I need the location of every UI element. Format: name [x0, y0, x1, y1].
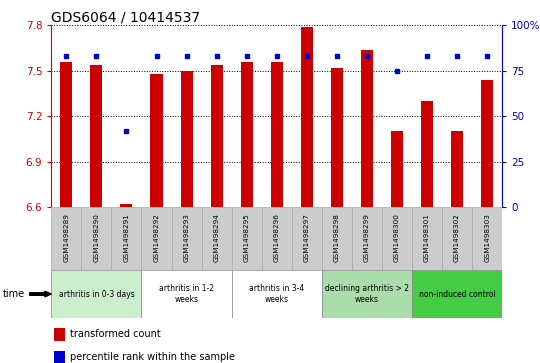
Bar [442, 207, 472, 270]
Text: GSM1498290: GSM1498290 [93, 213, 99, 262]
Bar [90, 65, 103, 207]
Bar [271, 62, 283, 207]
Bar [412, 270, 502, 318]
Bar [241, 62, 253, 207]
Text: GSM1498298: GSM1498298 [334, 213, 340, 262]
Bar [322, 270, 412, 318]
Text: transformed count: transformed count [70, 330, 161, 339]
Text: non-induced control: non-induced control [418, 290, 496, 298]
Text: GSM1498299: GSM1498299 [364, 213, 370, 262]
Bar [301, 27, 313, 207]
Text: GSM1498302: GSM1498302 [454, 213, 460, 262]
Bar [232, 207, 262, 270]
Text: arthritis in 3-4
weeks: arthritis in 3-4 weeks [249, 284, 305, 304]
Bar [322, 207, 352, 270]
Text: GSM1498300: GSM1498300 [394, 213, 400, 262]
Bar [51, 207, 82, 270]
Bar [141, 207, 172, 270]
Bar [141, 270, 232, 318]
Bar [120, 204, 132, 207]
Text: GSM1498296: GSM1498296 [274, 213, 280, 262]
Bar [180, 71, 193, 207]
Bar [60, 62, 72, 207]
Bar [472, 207, 502, 270]
Bar [201, 207, 232, 270]
Bar [51, 270, 141, 318]
Bar [82, 207, 111, 270]
Bar [331, 68, 343, 207]
Text: percentile rank within the sample: percentile rank within the sample [70, 352, 235, 362]
Text: GSM1498303: GSM1498303 [484, 213, 490, 262]
Bar [54, 328, 65, 341]
Bar [172, 207, 201, 270]
Text: time: time [3, 289, 25, 299]
Bar [111, 207, 141, 270]
Text: GSM1498297: GSM1498297 [304, 213, 310, 262]
Bar [352, 207, 382, 270]
Bar [412, 207, 442, 270]
Bar [361, 50, 373, 207]
Text: GSM1498294: GSM1498294 [214, 213, 220, 262]
Text: arthritis in 1-2
weeks: arthritis in 1-2 weeks [159, 284, 214, 304]
Bar [481, 80, 493, 207]
Text: GSM1498301: GSM1498301 [424, 213, 430, 262]
Text: GSM1498292: GSM1498292 [153, 213, 159, 262]
Text: arthritis in 0-3 days: arthritis in 0-3 days [58, 290, 134, 298]
Bar [391, 131, 403, 207]
Bar [382, 207, 412, 270]
Bar [262, 207, 292, 270]
Bar [54, 351, 65, 363]
Bar [211, 65, 222, 207]
Bar [151, 74, 163, 207]
Text: GSM1498295: GSM1498295 [244, 213, 249, 262]
Bar [451, 131, 463, 207]
Text: GSM1498293: GSM1498293 [184, 213, 190, 262]
Bar [292, 207, 322, 270]
Text: declining arthritis > 2
weeks: declining arthritis > 2 weeks [325, 284, 409, 304]
Text: GDS6064 / 10414537: GDS6064 / 10414537 [51, 10, 200, 24]
Text: GSM1498289: GSM1498289 [63, 213, 69, 262]
Bar [421, 101, 433, 207]
Bar [232, 270, 322, 318]
Text: GSM1498291: GSM1498291 [124, 213, 130, 262]
